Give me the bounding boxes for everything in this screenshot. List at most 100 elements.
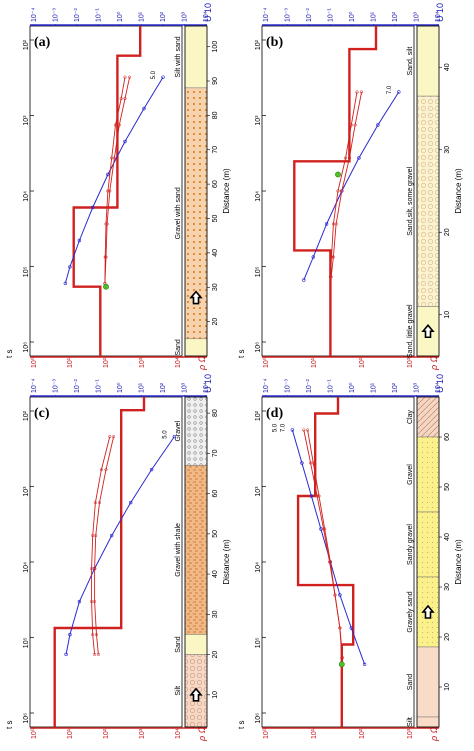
calculated-point	[302, 428, 306, 432]
rho-tick-label: 10²	[359, 357, 366, 368]
u-curve-point	[68, 632, 72, 637]
calculated-point	[112, 156, 116, 160]
dist-tick-label: 80	[212, 409, 219, 417]
litho-label: Sand, little gravel	[407, 304, 414, 358]
up-arrow-icon	[421, 324, 435, 339]
observed-line	[329, 91, 358, 277]
litho-layer	[416, 436, 440, 513]
litho-label: Silt	[175, 686, 182, 696]
rho-tick-label: 10³	[139, 357, 146, 368]
observed-point	[91, 633, 95, 637]
u-curve-point	[123, 139, 127, 144]
dist-tick-label: 60	[212, 180, 219, 188]
u-curve-line	[303, 91, 400, 281]
u-curve-point	[109, 533, 114, 538]
u-tick-label: 10¹	[371, 382, 378, 393]
u-tick-label: 10⁴	[203, 11, 210, 22]
observed-line	[91, 436, 111, 655]
u-curve-line	[291, 429, 366, 665]
u-tick-label: 10⁻³	[285, 8, 292, 22]
calculated-point	[105, 222, 109, 226]
litho-layer	[416, 95, 440, 307]
rho-axis-title: ρ Ωm	[197, 347, 207, 371]
time-tick-label: 10⁶	[23, 713, 30, 724]
litho-layer	[184, 634, 208, 655]
litho-frame	[184, 25, 208, 357]
panel-1: 10² 10³ 10⁴ 10⁵ 10⁶ t s 10⁻⁴ 10⁻³ 10⁻² 10⁻¹ 10⁰ 10¹…	[237, 3, 463, 371]
dist-tick-label: 80	[212, 111, 219, 119]
panel-2: 10² 10³ 10⁴ 10⁵ 10⁶ t s 10⁻⁴ 10⁻³ 10⁻² 10⁻¹ 10⁰ 10¹…	[5, 374, 231, 742]
curve-marker-label: 5.0	[272, 423, 278, 432]
u-axis-title: U 10	[435, 374, 445, 393]
time-tick-label: 10⁴	[255, 562, 262, 573]
calculated-point	[97, 501, 102, 505]
fit-point	[103, 283, 109, 290]
u-curve-point	[376, 123, 380, 127]
calculated-point	[322, 527, 326, 531]
distance-axis-title: Distance (m)	[222, 168, 231, 214]
litho-label: Sand,silt, some gravel	[407, 166, 414, 235]
calculated-line	[303, 429, 344, 658]
u-curve-point	[129, 500, 133, 505]
calculated-point	[94, 633, 99, 637]
panel-label: (d)	[266, 406, 283, 421]
calculated-point	[93, 567, 97, 571]
time-tick-label: 10³	[255, 115, 262, 126]
litho-label: Sandy gravel	[407, 524, 414, 565]
u-curve-point	[357, 156, 361, 160]
calculated-line	[330, 91, 363, 277]
curve-marker-label: 7.0	[280, 423, 286, 432]
litho-layer	[416, 25, 440, 97]
panel-label: (a)	[34, 35, 51, 50]
time-tick-label: 10⁵	[255, 266, 262, 277]
distance-axis-title: Distance (m)	[222, 539, 231, 585]
u-tick-label: 10⁻¹	[96, 8, 103, 22]
time-tick-label: 10⁶	[23, 342, 30, 353]
u-tick-label: 10²	[160, 11, 167, 22]
calculated-point	[117, 123, 121, 127]
u-curve-point	[338, 593, 342, 597]
u-tick-label: 10²	[392, 382, 399, 393]
u-tick-label: 10⁰	[116, 382, 124, 393]
dist-tick-label: 20	[212, 318, 219, 326]
u-tick-label: 10⁻⁴	[263, 379, 270, 394]
dist-tick-label: 60	[444, 433, 451, 441]
calculated-point	[94, 534, 98, 538]
dist-tick-label: 40	[444, 533, 451, 541]
litho-label: Gravel with sand	[175, 187, 182, 239]
rho-tick-label: 10¹	[67, 357, 74, 368]
model-resistivity-line	[296, 397, 355, 727]
rho-tick-label: 10²	[103, 728, 110, 739]
rho-axis-title: ρ Ωm	[429, 347, 439, 371]
curve-marker-label: 5.0	[151, 70, 157, 79]
u-tick-label: 10³	[414, 11, 421, 22]
litho-layer	[184, 338, 208, 357]
calculated-point	[334, 222, 338, 226]
dist-tick-label: 10	[444, 683, 451, 691]
observed-point	[355, 90, 359, 94]
curve-marker-label: 5.0	[162, 430, 168, 439]
distance-axis-title: Distance (m)	[454, 168, 463, 214]
dist-tick-label: 70	[212, 449, 219, 457]
litho-label: Gravel	[175, 420, 182, 441]
u-tick-label: 10⁴	[203, 382, 210, 393]
u-tick-label: 10⁻³	[53, 379, 60, 393]
u-tick-label: 10⁻²	[306, 8, 313, 22]
u-curve-point	[77, 238, 82, 243]
dist-tick-label: 30	[212, 610, 219, 618]
fit-point	[335, 171, 341, 178]
calculated-point	[347, 156, 351, 160]
panel-label: (b)	[266, 35, 283, 50]
u-curve-point	[300, 461, 304, 465]
time-tick-label: 10⁴	[255, 191, 262, 202]
u-curve-point	[309, 494, 314, 498]
u-curve-point	[77, 599, 82, 604]
dist-tick-label: 40	[444, 63, 451, 71]
u-tick-label: 10⁻²	[74, 379, 81, 393]
u-tick-label: 10⁻³	[285, 379, 292, 393]
u-tick-label: 10²	[392, 11, 399, 22]
time-tick-label: 10⁶	[255, 713, 262, 724]
litho-label: Sand	[175, 636, 182, 652]
u-tick-label: 10³	[182, 11, 189, 22]
calculated-point	[360, 90, 364, 94]
